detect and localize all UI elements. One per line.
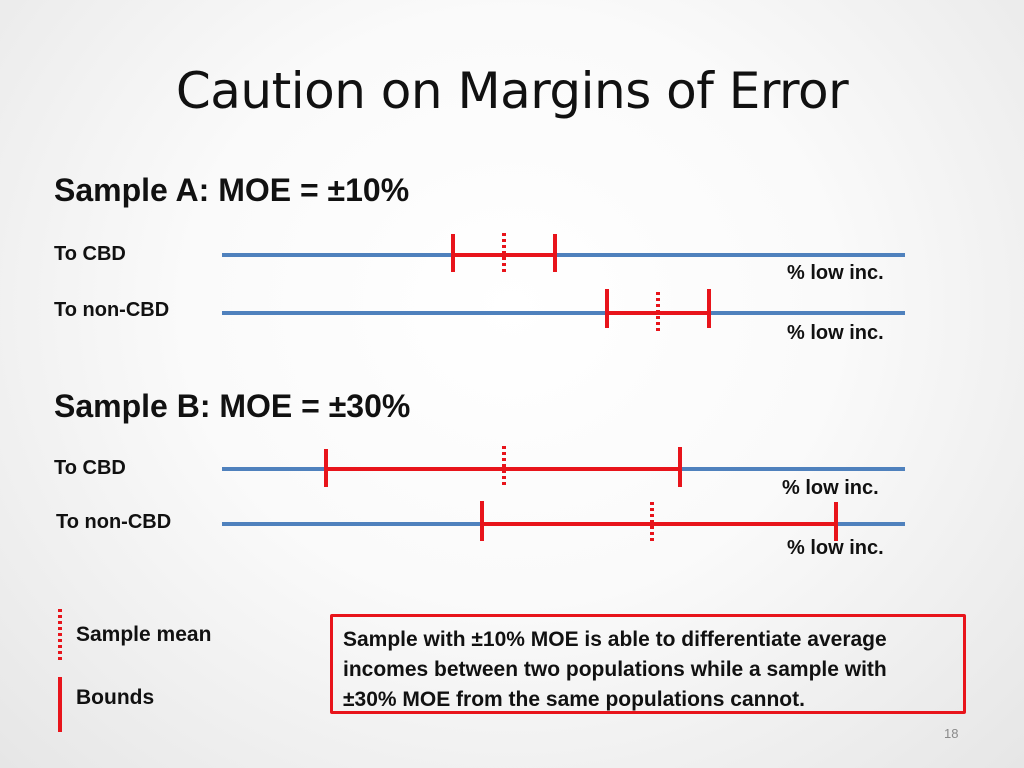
conclusion-note: Sample with ±10% MOE is able to differen… (330, 614, 966, 714)
sample-a-cbd-row (222, 233, 905, 272)
legend-bounds-label: Bounds (76, 686, 155, 709)
note-line: Sample with ±10% MOE is able to differen… (343, 628, 887, 651)
sample-a-noncbd-axis-label: % low inc. (787, 322, 884, 344)
sample-b-noncbd-axis-label: % low inc. (787, 537, 884, 559)
note-line: incomes between two populations while a … (343, 658, 887, 681)
sample-a-cbd-label: To CBD (54, 243, 126, 265)
sample-a-cbd-axis-label: % low inc. (787, 262, 884, 284)
legend-mean-label: Sample mean (76, 623, 212, 646)
sample-b-cbd-axis-label: % low inc. (782, 477, 879, 499)
sample-b-cbd-label: To CBD (54, 457, 126, 479)
sample-a-noncbd-row (222, 289, 905, 331)
page-number: 18 (944, 726, 959, 741)
sample-b-cbd-row (222, 446, 905, 487)
sample-a-noncbd-label: To non-CBD (54, 299, 170, 321)
sample-b-heading: Sample B: MOE = ±30% (54, 388, 411, 424)
sample-a-heading: Sample A: MOE = ±10% (54, 172, 410, 208)
slide-title: Caution on Margins of Error (175, 62, 849, 120)
sample-b-noncbd-row (222, 501, 905, 541)
note-line: ±30% MOE from the same populations canno… (343, 688, 805, 711)
sample-b-noncbd-label: To non-CBD (56, 511, 172, 533)
